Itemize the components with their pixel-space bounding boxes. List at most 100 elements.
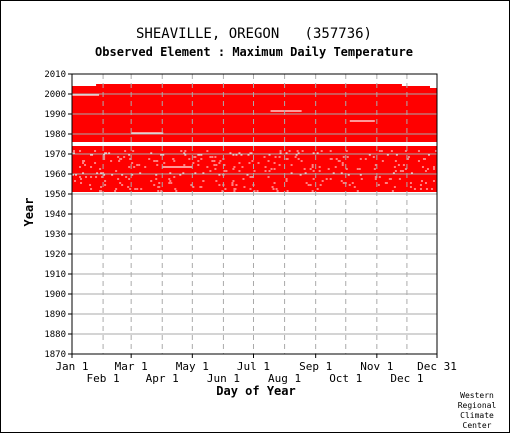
data-row [72,136,437,138]
missing-day [132,150,135,152]
missing-day [80,178,83,180]
missing-day [409,186,412,188]
missing-day [419,184,422,186]
missing-day [295,154,298,156]
missing-day [358,168,361,170]
credit-line: Regional [458,401,497,410]
chart-title: SHEAVILLE, OREGON (357736) [136,26,372,42]
missing-day [243,186,246,188]
x-tick-label: May 1 [176,360,209,373]
data-row [72,134,437,136]
missing-day [288,150,291,152]
missing-day [279,150,282,152]
missing-day [163,162,166,164]
missing-day [276,190,279,192]
missing-day [99,168,102,170]
y-tick-label: 1980 [44,130,66,140]
missing-day [232,154,235,156]
missing-day [409,182,412,184]
data-row [72,164,437,166]
missing-day [197,164,200,166]
data-row [72,128,437,130]
data-row [72,90,437,92]
missing-day [232,168,235,170]
missing-day [179,174,182,176]
missing-day [270,168,273,170]
x-tick-label: Aug 1 [268,372,301,385]
missing-day [398,178,401,180]
missing-day [395,154,398,156]
missing-day [417,160,420,162]
y-tick-label: 1900 [44,290,66,300]
y-tick-label: 1890 [44,310,66,320]
missing-day [114,190,117,192]
missing-day [128,154,131,156]
data-row [72,138,437,140]
missing-day [374,178,377,180]
data-row [72,120,437,122]
grid-layer [72,74,437,354]
missing-day [82,160,85,162]
y-tick-label: 1910 [44,270,66,280]
missing-day [264,170,267,172]
missing-day [136,164,139,166]
missing-day [209,156,212,158]
missing-day [192,162,195,164]
data-row [72,104,437,106]
missing-span [349,120,375,122]
missing-day [193,156,196,158]
missing-day [285,178,288,180]
missing-day [311,164,314,166]
data-row [72,94,437,96]
missing-day [155,174,158,176]
missing-day [231,182,234,184]
missing-day [103,174,106,176]
missing-day [214,156,217,158]
missing-day [297,158,300,160]
missing-day [169,172,172,174]
data-row [72,114,437,116]
missing-day [209,170,212,172]
missing-day [231,184,234,186]
missing-day [385,182,388,184]
missing-day [347,174,350,176]
missing-span [270,110,302,112]
missing-day [318,166,321,168]
missing-day [221,190,224,192]
missing-day [74,180,77,182]
missing-day [377,184,380,186]
missing-day [133,166,136,168]
missing-day [253,170,256,172]
credit-line: Western [460,391,494,400]
missing-day [90,166,93,168]
missing-day [91,154,94,156]
data-row [72,146,437,148]
missing-day [157,190,160,192]
missing-day [85,176,88,178]
missing-day [117,156,120,158]
missing-day [188,158,191,160]
missing-day [424,182,427,184]
missing-day [432,168,435,170]
x-tick-label: Sep 1 [299,360,332,373]
missing-day [134,188,137,190]
missing-day [359,174,362,176]
data-row [96,84,402,86]
missing-day [275,188,278,190]
missing-day [129,188,132,190]
x-tick-label: Jul 1 [237,360,270,373]
missing-day [156,164,159,166]
missing-day [100,186,103,188]
missing-day [273,182,276,184]
missing-day [427,154,430,156]
missing-day [218,184,221,186]
missing-day [294,156,297,158]
x-axis-ticks: Jan 1 Mar 1 May 1 Jul 1 Sep 1 Nov 1 Dec 31 Feb … [55,354,457,385]
missing-day [390,150,393,152]
missing-day [213,164,216,166]
missing-span [72,94,100,96]
y-tick-label: 1950 [44,190,66,200]
missing-day [95,176,98,178]
missing-day [386,154,389,156]
missing-day [257,162,260,164]
